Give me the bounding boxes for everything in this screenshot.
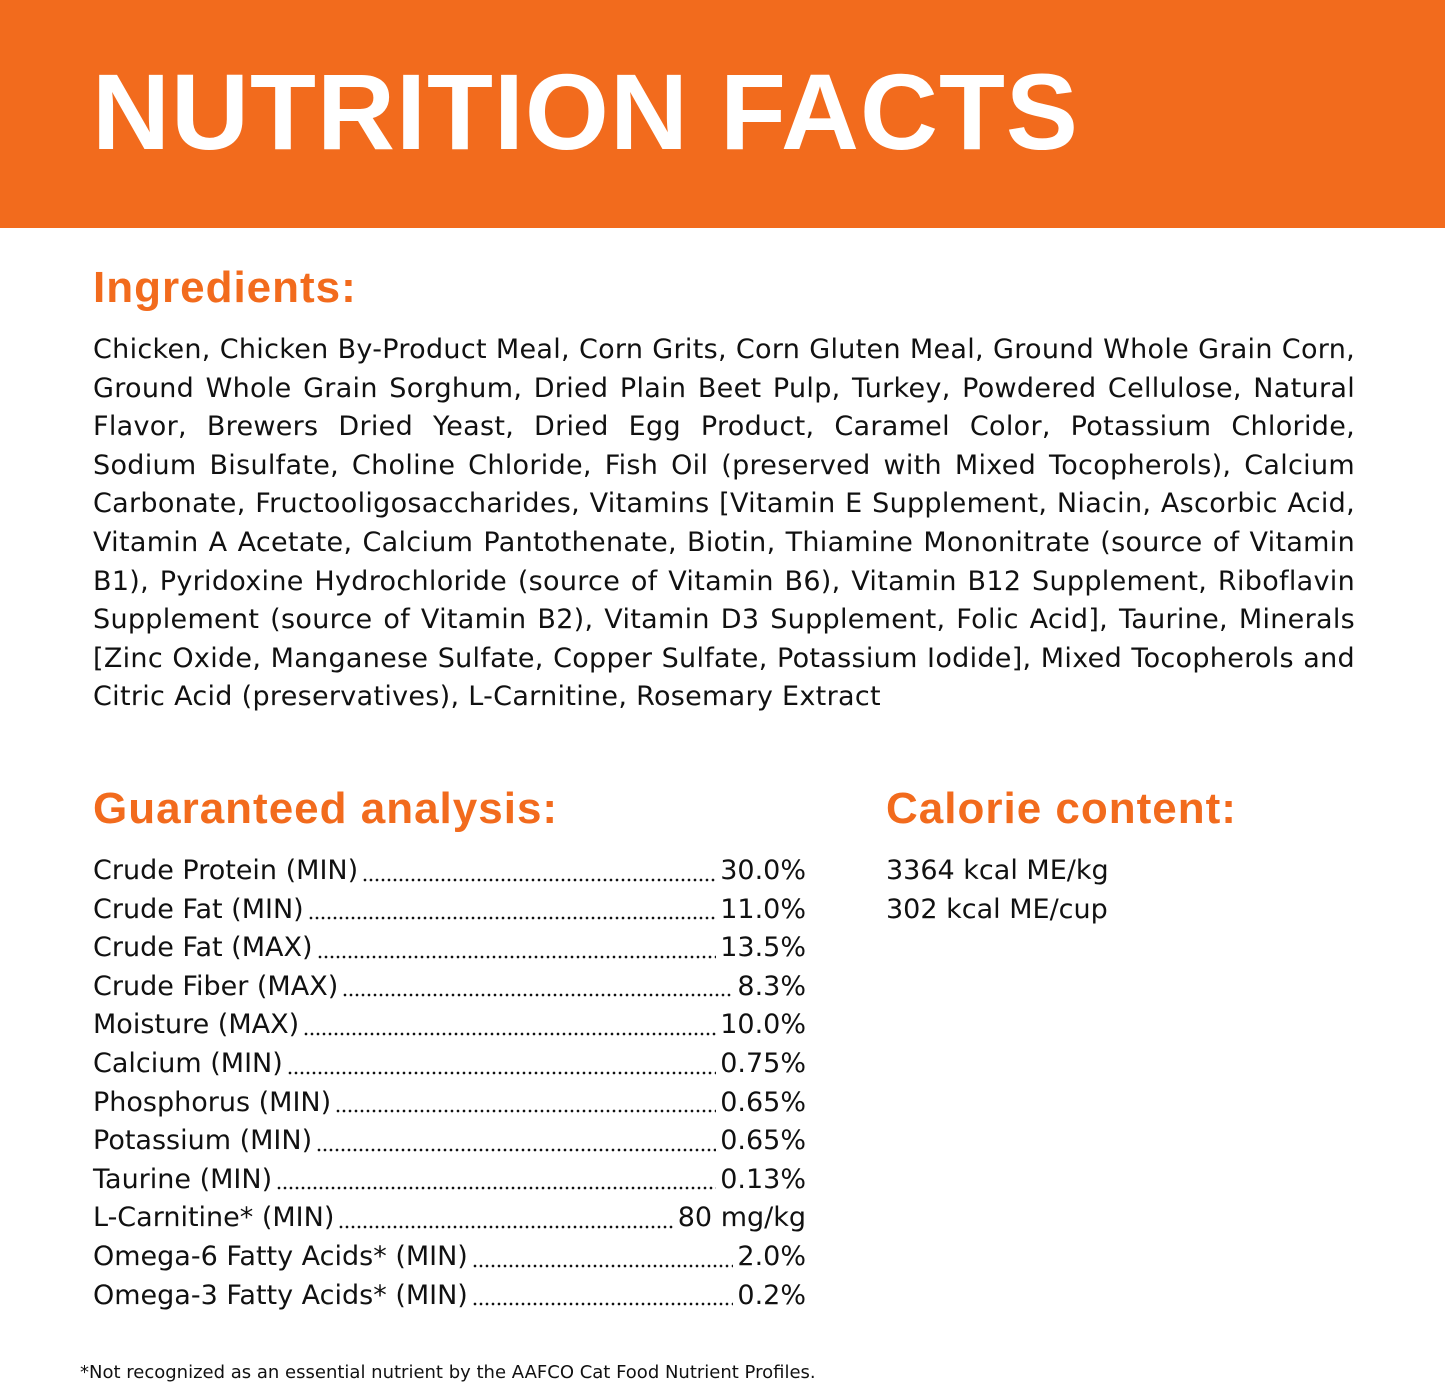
analysis-row: Calcium (MIN) 0.75% — [93, 1045, 806, 1084]
nutrient-name: Crude Fat (MAX) — [93, 932, 313, 964]
nutrient-name: Crude Protein (MIN) — [93, 855, 359, 886]
nutrient-value: 30.0% — [720, 855, 806, 886]
nutrient-value: 80 mg/kg — [677, 1202, 806, 1234]
header-banner: NUTRITION FACTS — [0, 0, 1445, 228]
dot-leader — [303, 1031, 717, 1036]
dot-leader — [342, 993, 734, 998]
dot-leader — [286, 1070, 717, 1075]
analysis-row: Potassium (MIN) 0.65% — [93, 1122, 806, 1161]
nutrient-name: Phosphorus (MIN) — [93, 1086, 332, 1118]
dot-leader — [335, 1109, 717, 1114]
dot-leader — [362, 877, 717, 882]
analysis-row: L-Carnitine* (MIN) 80 mg/kg — [93, 1199, 806, 1238]
analysis-list: Crude Protein (MIN) 30.0% Crude Fat (MIN) 1… — [93, 852, 806, 1315]
calorie-list: 3364 kcal ME/kg 302 kcal ME/cup — [886, 852, 1109, 929]
analysis-row: Omega-6 Fatty Acids* (MIN) 2.0% — [93, 1238, 806, 1277]
nutrient-value: 2.0% — [737, 1240, 806, 1272]
nutrient-name: Moisture (MAX) — [93, 1009, 300, 1041]
nutrient-value: 11.0% — [720, 893, 806, 925]
dot-leader — [307, 916, 717, 921]
nutrient-value: 0.13% — [720, 1163, 806, 1195]
title: NUTRITION FACTS — [92, 51, 1079, 172]
dot-leader — [338, 1224, 674, 1229]
calorie-line: 3364 kcal ME/kg — [886, 855, 1109, 886]
analysis-heading: Guaranteed analysis: — [93, 784, 559, 833]
nutrient-value: 0.65% — [720, 1125, 806, 1157]
nutrient-name: Omega-3 Fatty Acids* (MIN) — [93, 1279, 468, 1311]
analysis-row: Omega-3 Fatty Acids* (MIN) 0.2% — [93, 1277, 806, 1316]
nutrient-name: Crude Fat (MIN) — [93, 893, 304, 925]
analysis-row: Crude Fat (MAX) 13.5% — [93, 929, 806, 968]
nutrient-value: 0.65% — [720, 1086, 806, 1118]
nutrient-name: Calcium (MIN) — [93, 1047, 283, 1079]
analysis-row: Taurine (MIN) 0.13% — [93, 1161, 806, 1200]
footnote: *Not recognized as an essential nutrient… — [80, 1362, 816, 1383]
nutrient-value: 0.2% — [737, 1279, 806, 1311]
analysis-row: Crude Fiber (MAX) 8.3% — [93, 968, 806, 1007]
analysis-row: Crude Fat (MIN) 11.0% — [93, 891, 806, 930]
analysis-row: Moisture (MAX) 10.0% — [93, 1006, 806, 1045]
nutrient-value: 8.3% — [737, 970, 806, 1002]
analysis-row: Phosphorus (MIN) 0.65% — [93, 1084, 806, 1123]
nutrient-value: 13.5% — [720, 932, 806, 964]
nutrient-name: Potassium (MIN) — [93, 1125, 313, 1157]
nutrient-name: Taurine (MIN) — [93, 1163, 273, 1195]
nutrient-name: Omega-6 Fatty Acids* (MIN) — [93, 1240, 468, 1272]
calorie-heading: Calorie content: — [886, 784, 1237, 833]
ingredients-text: Chicken, Chicken By-Product Meal, Corn G… — [93, 334, 1355, 713]
nutrient-name: Crude Fiber (MAX) — [93, 970, 339, 1002]
dot-leader — [316, 1147, 717, 1152]
dot-leader — [471, 1263, 734, 1268]
dot-leader — [316, 954, 717, 959]
calorie-line: 302 kcal ME/cup — [886, 893, 1108, 925]
nutrient-value: 0.75% — [720, 1047, 806, 1079]
nutrient-name: L-Carnitine* (MIN) — [93, 1202, 335, 1234]
ingredients-heading: Ingredients: — [93, 263, 357, 312]
nutrient-value: 10.0% — [720, 1009, 806, 1041]
dot-leader — [471, 1302, 734, 1307]
dot-leader — [276, 1186, 717, 1191]
analysis-row: Crude Protein (MIN) 30.0% — [93, 852, 806, 891]
